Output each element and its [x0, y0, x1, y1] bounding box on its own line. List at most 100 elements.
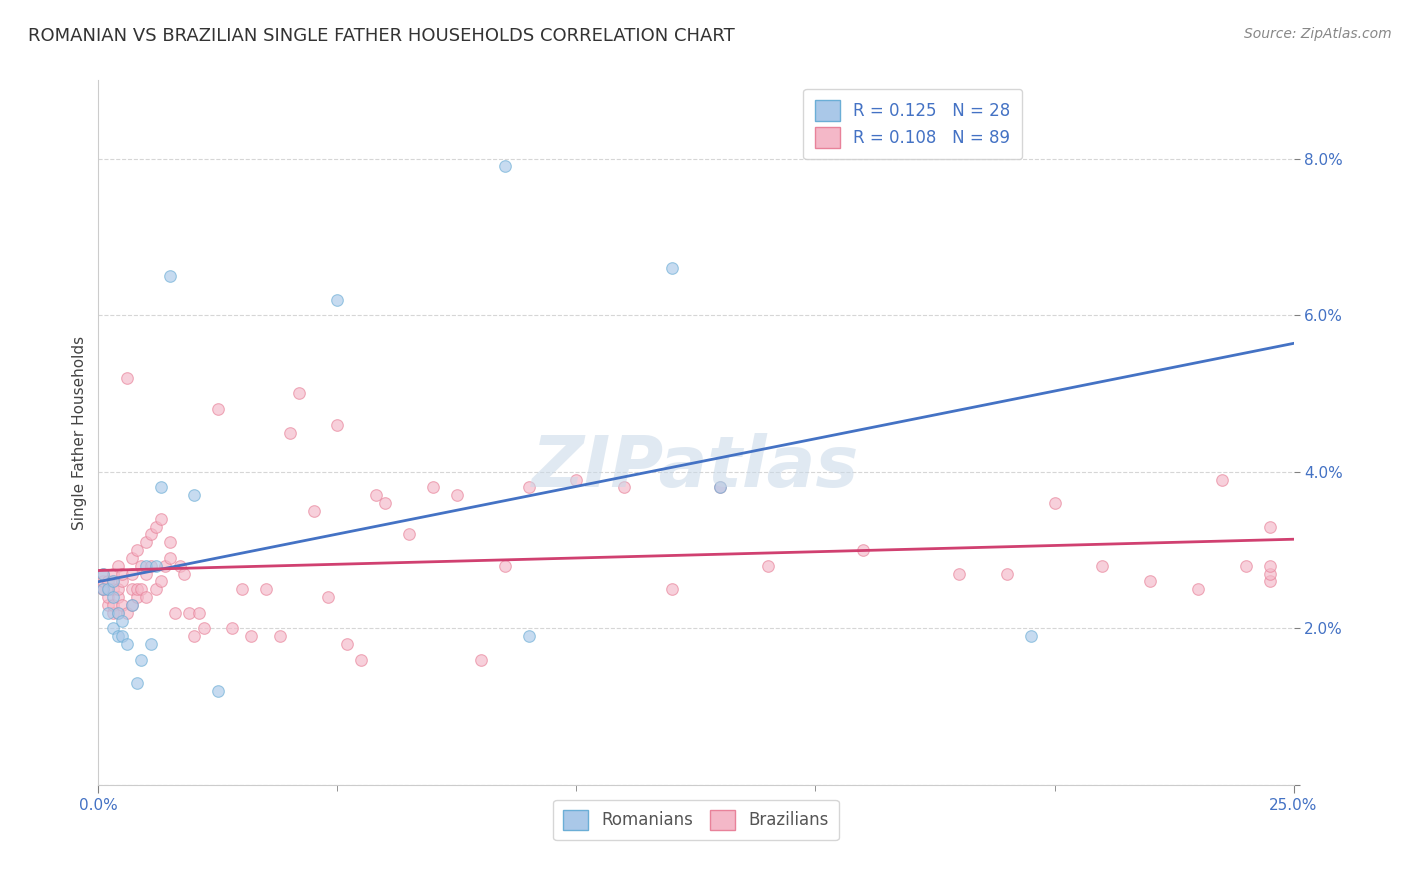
- Point: [107, 558, 129, 573]
- Point: [101, 566, 124, 581]
- Point: [131, 653, 153, 667]
- Point: [661, 261, 683, 276]
- Point: [107, 606, 129, 620]
- Point: [398, 527, 420, 541]
- Point: [995, 566, 1018, 581]
- Point: [159, 535, 181, 549]
- Point: [364, 488, 387, 502]
- Point: [1043, 496, 1066, 510]
- Point: [517, 629, 540, 643]
- Point: [91, 582, 114, 597]
- Point: [97, 598, 120, 612]
- Point: [149, 512, 172, 526]
- Point: [1211, 473, 1233, 487]
- Point: [139, 527, 162, 541]
- Point: [173, 566, 195, 581]
- Point: [91, 574, 114, 589]
- Point: [231, 582, 253, 597]
- Point: [1258, 574, 1281, 589]
- Point: [145, 558, 167, 573]
- Legend: Romanians, Brazilians: Romanians, Brazilians: [553, 800, 839, 840]
- Point: [97, 582, 120, 597]
- Point: [1258, 566, 1281, 581]
- Point: [709, 480, 731, 494]
- Point: [121, 598, 143, 612]
- Point: [149, 574, 172, 589]
- Point: [121, 598, 143, 612]
- Point: [97, 574, 120, 589]
- Point: [111, 566, 134, 581]
- Point: [121, 566, 143, 581]
- Point: [1234, 558, 1257, 573]
- Point: [613, 480, 636, 494]
- Point: [494, 160, 516, 174]
- Point: [101, 574, 124, 589]
- Point: [91, 582, 114, 597]
- Point: [1258, 558, 1281, 573]
- Point: [101, 598, 124, 612]
- Point: [1258, 519, 1281, 533]
- Point: [107, 629, 129, 643]
- Point: [145, 582, 167, 597]
- Text: ZIPatlas: ZIPatlas: [533, 434, 859, 502]
- Point: [131, 582, 153, 597]
- Point: [302, 504, 325, 518]
- Point: [111, 629, 134, 643]
- Point: [179, 606, 201, 620]
- Point: [111, 598, 134, 612]
- Point: [139, 558, 162, 573]
- Point: [125, 590, 148, 604]
- Point: [336, 637, 359, 651]
- Point: [1187, 582, 1209, 597]
- Point: [145, 519, 167, 533]
- Point: [207, 402, 229, 417]
- Point: [97, 590, 120, 604]
- Point: [326, 293, 349, 307]
- Point: [374, 496, 396, 510]
- Point: [111, 614, 134, 628]
- Point: [101, 582, 124, 597]
- Point: [1139, 574, 1161, 589]
- Point: [125, 676, 148, 690]
- Point: [149, 480, 172, 494]
- Point: [193, 621, 215, 635]
- Point: [101, 590, 124, 604]
- Point: [446, 488, 468, 502]
- Point: [115, 371, 138, 385]
- Point: [948, 566, 970, 581]
- Point: [470, 653, 492, 667]
- Point: [422, 480, 444, 494]
- Point: [101, 574, 124, 589]
- Point: [207, 684, 229, 698]
- Text: Source: ZipAtlas.com: Source: ZipAtlas.com: [1244, 27, 1392, 41]
- Point: [135, 535, 157, 549]
- Text: ROMANIAN VS BRAZILIAN SINGLE FATHER HOUSEHOLDS CORRELATION CHART: ROMANIAN VS BRAZILIAN SINGLE FATHER HOUS…: [28, 27, 735, 45]
- Point: [254, 582, 277, 597]
- Point: [183, 488, 205, 502]
- Point: [1091, 558, 1114, 573]
- Point: [565, 473, 588, 487]
- Point: [135, 566, 157, 581]
- Point: [169, 558, 191, 573]
- Point: [91, 566, 114, 581]
- Point: [125, 543, 148, 558]
- Point: [131, 558, 153, 573]
- Point: [125, 582, 148, 597]
- Point: [326, 417, 349, 432]
- Y-axis label: Single Father Households: Single Father Households: [72, 335, 87, 530]
- Point: [91, 582, 114, 597]
- Point: [155, 558, 177, 573]
- Point: [107, 582, 129, 597]
- Point: [350, 653, 373, 667]
- Point: [107, 606, 129, 620]
- Point: [139, 637, 162, 651]
- Point: [121, 550, 143, 565]
- Point: [240, 629, 263, 643]
- Point: [709, 480, 731, 494]
- Point: [269, 629, 291, 643]
- Point: [97, 606, 120, 620]
- Point: [316, 590, 339, 604]
- Point: [183, 629, 205, 643]
- Point: [107, 590, 129, 604]
- Point: [221, 621, 243, 635]
